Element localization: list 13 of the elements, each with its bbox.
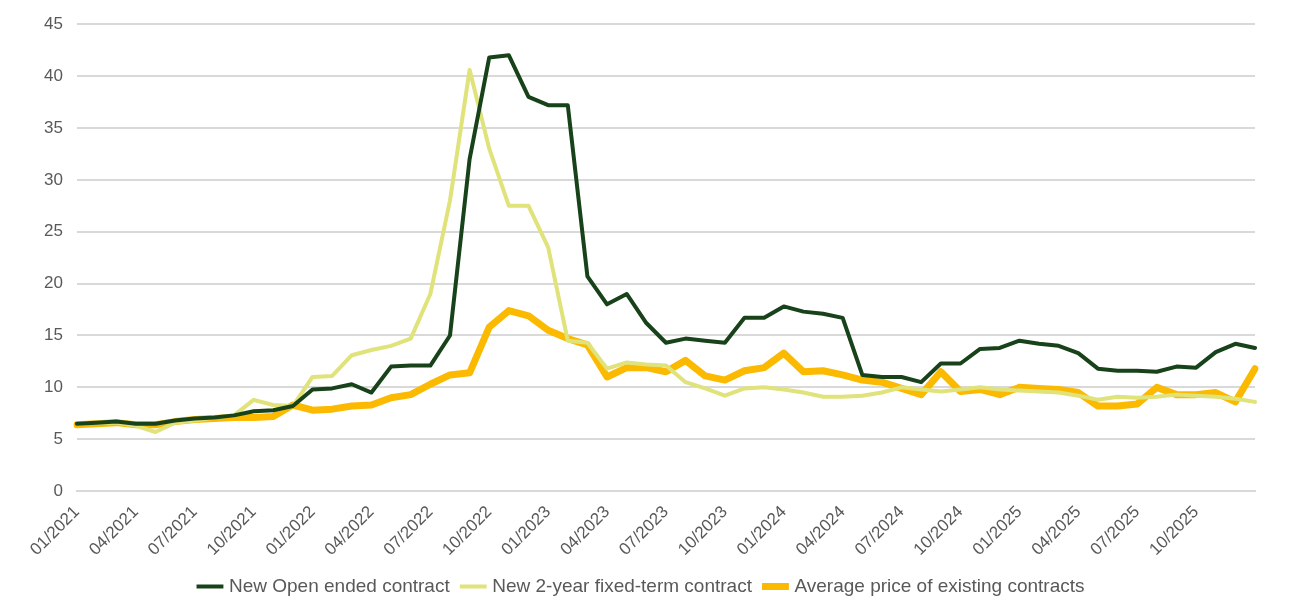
y-tick-label: 45 — [43, 13, 63, 33]
y-tick-label: 5 — [53, 428, 63, 448]
legend-label: New 2-year fixed-term contract — [492, 574, 753, 596]
y-tick-label: 10 — [43, 377, 63, 397]
y-tick-label: 15 — [43, 325, 63, 345]
y-tick-label: 40 — [43, 65, 63, 85]
legend-label: Average price of existing contracts — [794, 574, 1085, 596]
y-tick-label: 30 — [43, 169, 63, 189]
legend-label: New Open ended contract — [228, 574, 451, 596]
y-tick-label: 0 — [53, 480, 63, 500]
y-tick-label: 35 — [43, 117, 63, 137]
y-tick-label: 25 — [43, 221, 63, 241]
y-tick-label: 20 — [43, 273, 63, 293]
